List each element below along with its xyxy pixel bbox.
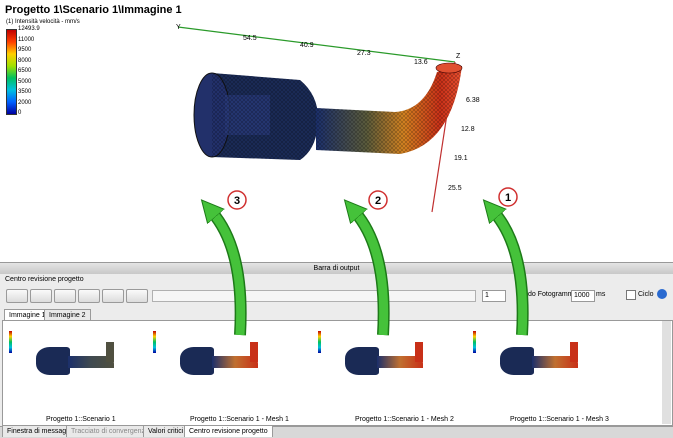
thumb-elbow xyxy=(106,342,114,362)
output-bar-header: Barra di output xyxy=(0,262,673,274)
thumb-elbow xyxy=(250,342,258,362)
legend-label: 8000 xyxy=(18,57,32,64)
z-axis-label: Z xyxy=(456,53,461,60)
bottom-tab-label: Tracciato di convergenza xyxy=(71,428,149,435)
legend-label: 12493.9 xyxy=(18,26,40,32)
bottom-tab[interactable]: Tracciato di convergenza xyxy=(66,426,154,437)
y-tick-label: 40.9 xyxy=(300,42,314,49)
bottom-tab-label: Finestra di messaggio xyxy=(7,428,76,435)
legend-label: 3500 xyxy=(18,89,32,95)
btn-last[interactable] xyxy=(126,289,148,303)
thumb-pipe xyxy=(532,356,578,368)
thumb-colorbar xyxy=(318,331,321,353)
thumbnail-area xyxy=(2,320,673,426)
legend-title: (1) Intensità velocità - mm/s xyxy=(6,19,80,25)
bottom-tab[interactable]: Valori critici xyxy=(143,426,189,437)
y-axis-line xyxy=(177,26,456,63)
btn-stop[interactable] xyxy=(78,289,100,303)
thumb-body xyxy=(500,347,534,375)
model-mesh xyxy=(212,66,462,160)
legend-label: 9500 xyxy=(18,47,32,53)
y-tick-label: 13.6 xyxy=(414,59,428,66)
frame-value: 1 xyxy=(485,292,489,299)
viewport-title: Progetto 1\Scenario 1\Immagine 1 xyxy=(5,4,182,16)
btn-pause[interactable] xyxy=(54,289,76,303)
btn-first[interactable] xyxy=(6,289,28,303)
thumb-caption: Progetto 1::Scenario 1 xyxy=(46,416,116,423)
bottom-tab-label: Valori critici xyxy=(148,428,184,435)
bottom-tab[interactable]: Centro revisione progetto xyxy=(184,426,273,437)
legend-label: 11000 xyxy=(18,36,35,43)
loop-label: Ciclo xyxy=(638,291,654,298)
thumb-elbow xyxy=(415,342,423,362)
thumb-body xyxy=(36,347,70,375)
legend-label: 0 xyxy=(18,110,22,116)
delay-label: do Fotogrammi: xyxy=(528,291,578,298)
model-view: Y 54.5 40.9 27.3 13.6 Z 6.38 12.8 19.1 2… xyxy=(176,24,480,213)
y-tick-label: 27.3 xyxy=(357,50,371,57)
btn-next[interactable] xyxy=(102,289,124,303)
bottom-tab-label: Centro revisione progetto xyxy=(189,428,268,435)
y-axis-label: Y xyxy=(176,24,181,31)
legend-label: 5000 xyxy=(18,78,32,85)
thumb-caption: Progetto 1::Scenario 1 - Mesh 2 xyxy=(355,416,454,423)
z-tick-label: 12.8 xyxy=(461,126,475,133)
delay-unit: ms xyxy=(596,291,606,298)
scrollbar[interactable] xyxy=(662,321,671,424)
thumb-body xyxy=(180,347,214,375)
loop-checkbox[interactable] xyxy=(626,290,636,300)
legend-label: 6500 xyxy=(18,68,32,74)
thumb-colorbar xyxy=(9,331,12,353)
thumb-body xyxy=(345,347,379,375)
thumb-pipe xyxy=(212,356,258,368)
thumb-caption: Progetto 1::Scenario 1 - Mesh 1 xyxy=(190,416,289,423)
output-bar-title: Barra di output xyxy=(313,265,360,272)
image-tab[interactable]: Immagine 2 xyxy=(44,309,91,321)
review-title: Centro revisione progetto xyxy=(5,276,84,283)
delay-value: 1000 xyxy=(574,292,590,299)
z-tick-label: 6.38 xyxy=(466,97,480,104)
model-outlet xyxy=(435,62,463,74)
thumb-pipe xyxy=(377,356,423,368)
z-tick-label: 25.5 xyxy=(448,185,462,192)
z-tick-label: 19.1 xyxy=(454,155,468,162)
thumb-colorbar xyxy=(473,331,476,353)
thumb-colorbar xyxy=(153,331,156,353)
help-icon[interactable] xyxy=(657,289,667,299)
frame-spinner[interactable]: 1 xyxy=(482,290,506,302)
thumb-elbow xyxy=(570,342,578,362)
timeline-slider[interactable] xyxy=(152,290,476,302)
y-tick-label: 54.5 xyxy=(243,35,257,42)
image-tab-label: Immagine 1 xyxy=(9,312,46,319)
legend-label: 2000 xyxy=(18,99,32,106)
image-tab-label: Immagine 2 xyxy=(49,312,86,319)
btn-prev[interactable] xyxy=(30,289,52,303)
delay-input[interactable]: 1000 xyxy=(571,290,595,302)
thumb-pipe xyxy=(68,356,114,368)
legend-colorbar xyxy=(6,29,17,115)
thumb-caption: Progetto 1::Scenario 1 - Mesh 3 xyxy=(510,416,609,423)
